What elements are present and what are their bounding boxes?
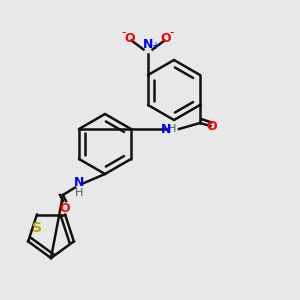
- Text: S: S: [32, 220, 42, 235]
- Text: -: -: [122, 26, 126, 40]
- Text: -: -: [170, 26, 174, 40]
- Text: O: O: [125, 32, 135, 46]
- Text: N: N: [143, 38, 153, 51]
- Text: N: N: [74, 176, 84, 190]
- Text: O: O: [161, 32, 171, 46]
- Text: H: H: [75, 188, 84, 197]
- Text: O: O: [207, 119, 217, 133]
- Text: H: H: [168, 124, 176, 134]
- Text: O: O: [59, 202, 70, 215]
- Text: N: N: [161, 122, 172, 136]
- Text: +: +: [152, 41, 160, 52]
